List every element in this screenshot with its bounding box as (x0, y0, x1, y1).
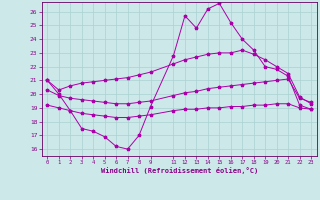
X-axis label: Windchill (Refroidissement éolien,°C): Windchill (Refroidissement éolien,°C) (100, 167, 258, 174)
